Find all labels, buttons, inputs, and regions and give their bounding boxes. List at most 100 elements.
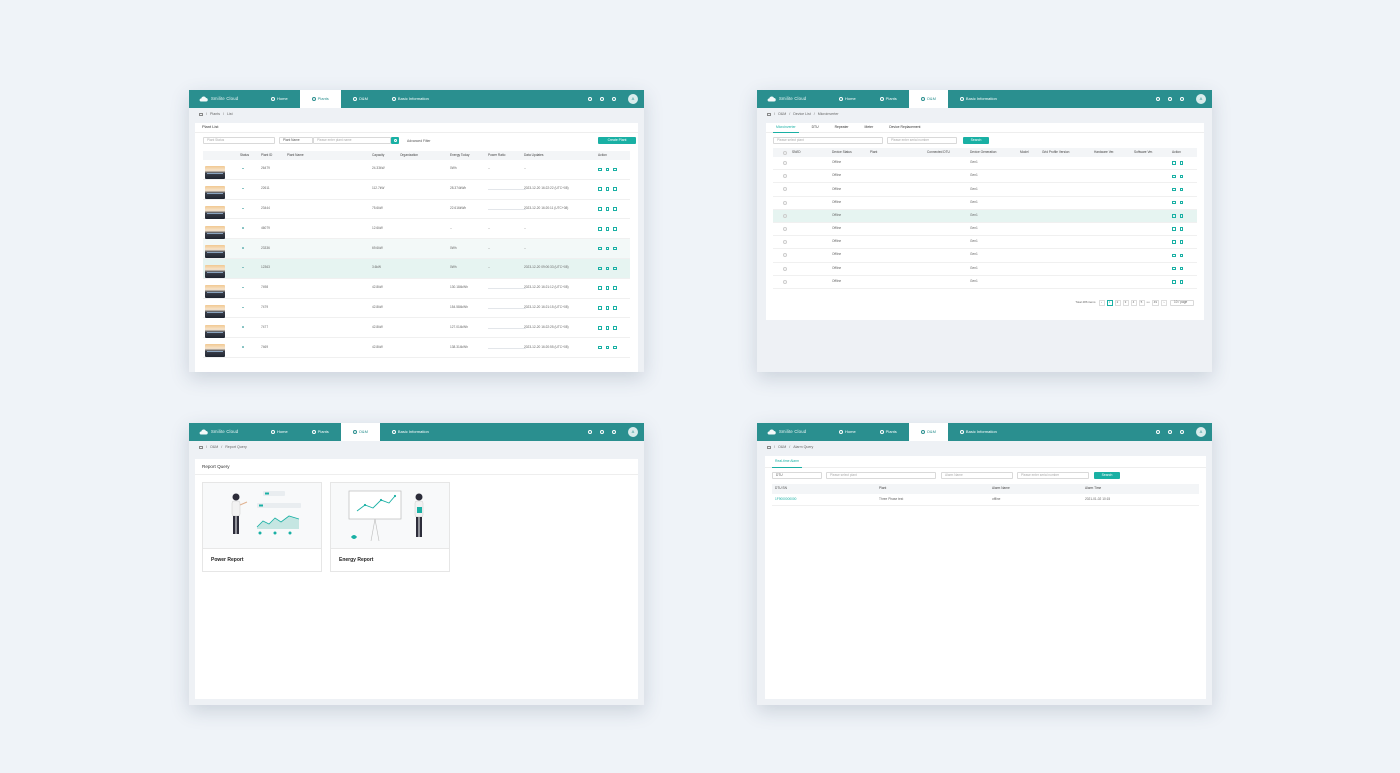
create-plant-button[interactable]: Create Plant xyxy=(598,137,636,144)
help-icon[interactable] xyxy=(600,97,604,101)
row-checkbox[interactable] xyxy=(783,213,787,218)
settings-icon[interactable] xyxy=(613,246,617,251)
search-button[interactable] xyxy=(391,137,399,144)
view-icon[interactable] xyxy=(598,227,602,231)
page-49[interactable]: 49 xyxy=(1151,300,1159,306)
breadcrumb-om[interactable]: O&M xyxy=(778,112,787,117)
page-ellipsis[interactable]: ••• xyxy=(1146,300,1150,305)
search-icon[interactable] xyxy=(588,97,592,101)
table-row[interactable]: Offline Gen1 xyxy=(773,263,1197,276)
row-checkbox[interactable] xyxy=(783,174,787,179)
table-row[interactable]: Offline Gen1 xyxy=(773,209,1197,223)
nav-plants[interactable]: Plants xyxy=(868,423,909,441)
view-icon[interactable] xyxy=(1172,187,1176,192)
breadcrumb-om[interactable]: O&M xyxy=(778,445,787,450)
table-row[interactable]: Offline Gen1 xyxy=(773,249,1197,263)
tab-microinverter[interactable]: Microinverter xyxy=(773,123,799,133)
view-icon[interactable] xyxy=(598,266,602,271)
edit-icon[interactable] xyxy=(1179,227,1183,231)
edit-icon[interactable] xyxy=(605,207,609,211)
table-row[interactable]: 26479 24.33kW 0Wh -- -- xyxy=(203,160,630,180)
settings-icon[interactable] xyxy=(613,187,617,191)
view-icon[interactable] xyxy=(1172,214,1176,218)
help-icon[interactable] xyxy=(1168,430,1172,434)
power-report-card[interactable]: Power Report xyxy=(202,482,322,572)
nav-basic-info[interactable]: Basic Information xyxy=(948,90,1009,108)
home-icon[interactable] xyxy=(767,112,771,117)
edit-icon[interactable] xyxy=(1179,187,1183,192)
view-icon[interactable] xyxy=(598,246,602,251)
page-size-select[interactable]: 10 / page xyxy=(1170,300,1194,306)
settings-icon[interactable] xyxy=(613,345,617,350)
edit-icon[interactable] xyxy=(605,286,609,290)
help-icon[interactable] xyxy=(600,430,604,434)
view-icon[interactable] xyxy=(1172,266,1176,271)
table-row[interactable]: Offline Gen1 xyxy=(773,236,1197,250)
select-all-checkbox[interactable] xyxy=(783,150,787,155)
row-checkbox[interactable] xyxy=(783,227,787,232)
table-row[interactable]: 12363 3.6kW 0Wh -- 2023-12-20 09:00:33 (UTC+… xyxy=(203,258,630,279)
edit-icon[interactable] xyxy=(605,187,609,191)
nav-home[interactable]: Home xyxy=(827,423,868,441)
avatar[interactable]: A xyxy=(1196,427,1206,437)
edit-icon[interactable] xyxy=(605,227,609,231)
table-row[interactable]: Offline Gen1 xyxy=(773,223,1197,237)
tab-device-replacement[interactable]: Device Replacement xyxy=(889,125,921,130)
plant-select[interactable]: Please select plant xyxy=(826,472,936,479)
table-row[interactable]: 1F9000000000 Three Phase test offline 20… xyxy=(772,494,1199,506)
edit-icon[interactable] xyxy=(605,326,609,330)
nav-home[interactable]: Home xyxy=(259,90,300,108)
table-row[interactable]: 7479 42.8kW 154.584kWh 2023-12-20 16:21:15 … xyxy=(203,299,630,319)
avatar[interactable]: A xyxy=(628,427,638,437)
search-icon[interactable] xyxy=(588,430,592,434)
advanced-filter-link[interactable]: Advanced Filter xyxy=(407,138,431,143)
globe-icon[interactable] xyxy=(1180,430,1184,434)
row-checkbox[interactable] xyxy=(783,187,787,192)
nav-om[interactable]: O&M xyxy=(340,423,380,441)
breadcrumb-om[interactable]: O&M xyxy=(210,445,219,450)
view-icon[interactable] xyxy=(598,207,602,211)
table-row[interactable]: Offline Gen1 xyxy=(773,197,1197,210)
nav-plants[interactable]: Plants xyxy=(300,423,341,441)
edit-icon[interactable] xyxy=(605,167,609,172)
row-checkbox[interactable] xyxy=(783,279,787,284)
table-row[interactable]: 7469 42.8kW 138.314kWh 2023-12-20 16:20:55 … xyxy=(203,338,630,358)
next-page-button[interactable]: › xyxy=(1161,300,1167,306)
settings-icon[interactable] xyxy=(613,286,617,290)
table-row[interactable]: 22611 112.7kW 28.374kWh 2023-12-20 16:22:22… xyxy=(203,180,630,200)
breadcrumb-device-list[interactable]: Device List xyxy=(793,112,811,117)
avatar[interactable]: A xyxy=(1196,94,1206,104)
edit-icon[interactable] xyxy=(605,306,609,310)
view-icon[interactable] xyxy=(1172,200,1176,205)
edit-icon[interactable] xyxy=(1179,200,1183,205)
settings-icon[interactable] xyxy=(613,326,617,330)
table-row[interactable]: Offline Gen1 xyxy=(773,157,1197,171)
table-row[interactable]: Offline Gen1 xyxy=(773,276,1197,289)
view-icon[interactable] xyxy=(1172,161,1176,165)
tab-dtu[interactable]: DTU xyxy=(811,125,819,130)
settings-icon[interactable] xyxy=(613,167,617,172)
row-checkbox[interactable] xyxy=(783,266,787,271)
view-icon[interactable] xyxy=(1172,280,1176,284)
nav-basic-info[interactable]: Basic Information xyxy=(380,423,441,441)
nav-om[interactable]: O&M xyxy=(341,90,380,108)
nav-om[interactable]: O&M xyxy=(908,90,948,108)
view-icon[interactable] xyxy=(1172,240,1176,244)
search-icon[interactable] xyxy=(1156,430,1160,434)
nav-om[interactable]: O&M xyxy=(908,423,948,441)
nav-home[interactable]: Home xyxy=(827,90,868,108)
view-icon[interactable] xyxy=(598,345,602,350)
edit-icon[interactable] xyxy=(1179,214,1183,218)
nav-plants[interactable]: Plants xyxy=(299,90,341,108)
view-icon[interactable] xyxy=(1172,253,1176,258)
view-icon[interactable] xyxy=(598,326,602,330)
edit-icon[interactable] xyxy=(605,266,609,271)
settings-icon[interactable] xyxy=(613,306,617,310)
plant-search-input[interactable]: Please enter plant name xyxy=(313,137,391,144)
home-icon[interactable] xyxy=(767,445,771,450)
serial-number-input[interactable]: Please enter serial number xyxy=(887,137,957,144)
settings-icon[interactable] xyxy=(613,207,617,211)
page-1[interactable]: 1 xyxy=(1106,300,1113,306)
brand-logo[interactable]: Smilite Cloud xyxy=(189,96,259,102)
row-checkbox[interactable] xyxy=(783,253,787,258)
